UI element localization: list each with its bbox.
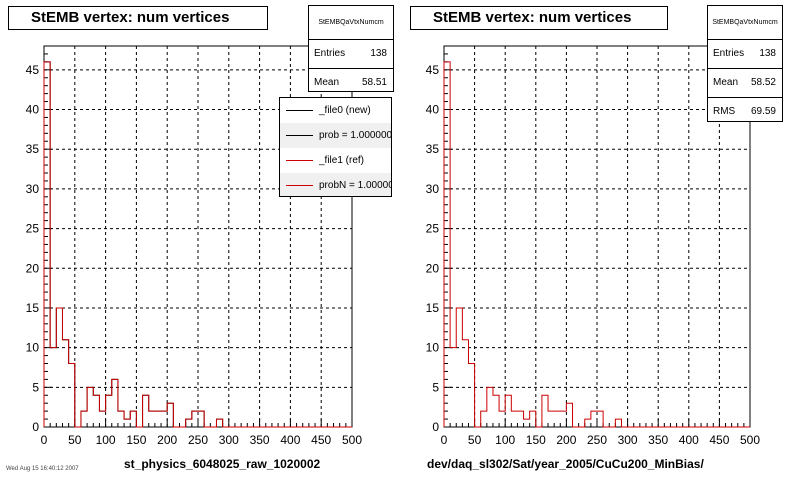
legend-item-file1: _file1 (ref) (280, 148, 391, 173)
x-tick-label: 50 (68, 433, 82, 447)
panel1-stats-mean: Mean 58.51 (309, 69, 393, 97)
x-tick-label: 200 (556, 433, 576, 447)
y-tick-label: 35 (426, 142, 440, 156)
x-tick-label: 200 (157, 433, 177, 447)
plot-frame (443, 45, 751, 428)
y-tick-label: 15 (426, 301, 440, 315)
x-tick-label: 450 (709, 433, 729, 447)
x-tick-label: 400 (679, 433, 699, 447)
legend-line-red (286, 185, 313, 186)
stat-label: Entries (713, 48, 745, 59)
legend-line-red (286, 160, 313, 161)
y-tick-label: 35 (26, 142, 40, 156)
x-tick-label: 350 (648, 433, 668, 447)
x-tick-label: 50 (468, 433, 482, 447)
y-tick-label: 0 (32, 420, 39, 434)
legend-label: prob = 1.000000 (319, 130, 392, 141)
histogram-1: 0 50 100 150 200 250 300 350 400 450 500 0 5 10 15 20 25… (26, 45, 362, 447)
panel2-stats-box: StEMBQaVtxNumcm Entries 138 Mean 58.52 R… (707, 5, 783, 122)
x-tick-label: 0 (41, 433, 48, 447)
panel2-stats-entries: Entries 138 (708, 40, 782, 69)
stat-value: 58.51 (361, 77, 387, 88)
legend-line-black (286, 110, 313, 111)
x-tick-label: 150 (526, 433, 546, 447)
panel2-title: StEMB vertex: num vertices (410, 6, 668, 30)
legend-item-probN: probN = 1.000000 (280, 173, 392, 196)
legend-item-file0: _file0 (new) (280, 98, 391, 123)
panel2-stats-mean: Mean 58.52 (708, 69, 782, 98)
legend-line-black (286, 135, 313, 136)
legend-label: _file1 (ref) (319, 155, 365, 166)
stat-value: 69.59 (750, 106, 776, 117)
y-tick-label: 40 (26, 103, 40, 117)
x-tick-label: 350 (250, 433, 270, 447)
y-tick-label: 0 (432, 420, 439, 434)
x-tick-label: 500 (342, 433, 362, 447)
stat-label: Entries (314, 48, 346, 59)
x-tick-label: 300 (618, 433, 638, 447)
y-tick-label: 10 (26, 341, 40, 355)
y-tick-label: 25 (26, 222, 40, 236)
panel1-x-file-label: st_physics_6048025_raw_1020002 (124, 457, 321, 471)
panel1-legend: _file0 (new) prob = 1.000000 _file1 (ref… (279, 97, 392, 197)
x-tick-label: 250 (188, 433, 208, 447)
histogram-series-line (443, 61, 750, 428)
legend-label: _file0 (new) (319, 105, 371, 116)
y-tick-label: 20 (26, 261, 40, 275)
x-tick-label: 300 (219, 433, 239, 447)
stat-label: Mean (713, 77, 739, 88)
y-tick-label: 5 (32, 380, 39, 394)
panel2-stats-name: StEMBQaVtxNumcm (708, 6, 782, 40)
histogram-2: 0 50 100 150 200 250 300 350 400 450 500 0 5 10 15 20 25… (426, 45, 760, 447)
panel1-stats-box: StEMBQaVtxNumcm Entries 138 Mean 58.51 (308, 5, 394, 92)
y-tick-label: 15 (26, 301, 40, 315)
x-tick-label: 100 (495, 433, 515, 447)
stat-label: RMS (713, 106, 736, 117)
x-tick-label: 100 (96, 433, 116, 447)
x-tick-label: 0 (441, 433, 448, 447)
y-tick-label: 5 (432, 380, 439, 394)
x-tick-label: 450 (311, 433, 331, 447)
stat-value: 138 (370, 48, 387, 59)
legend-label: probN = 1.000000 (319, 180, 392, 191)
x-tick-label: 250 (587, 433, 607, 447)
histogram-series-line (43, 61, 352, 428)
panel1-stats-entries: Entries 138 (309, 40, 393, 69)
y-tick-label: 30 (426, 182, 440, 196)
x-tick-label: 150 (126, 433, 146, 447)
x-tick-label: 400 (280, 433, 300, 447)
y-tick-label: 25 (426, 222, 440, 236)
y-tick-label: 10 (426, 341, 440, 355)
legend-item-prob: prob = 1.000000 (280, 123, 391, 148)
stat-value: 138 (759, 48, 776, 59)
panel1-title: StEMB vertex: num vertices (8, 6, 268, 30)
stat-value: 58.52 (750, 77, 776, 88)
y-tick-label: 45 (426, 63, 440, 77)
timestamp: Wed Aug 15 16:40:12 2007 (6, 466, 79, 472)
panel2-stats-rms: RMS 69.59 (708, 98, 782, 126)
y-tick-label: 20 (426, 261, 440, 275)
y-tick-label: 45 (26, 63, 40, 77)
panel1-stats-name: StEMBQaVtxNumcm (309, 6, 393, 40)
stat-label: Mean (314, 77, 340, 88)
y-tick-label: 40 (426, 103, 440, 117)
y-tick-label: 30 (26, 182, 40, 196)
x-tick-label: 500 (740, 433, 760, 447)
panel2-x-file-label: dev/daq_sl302/Sat/year_2005/CuCu200_MinB… (427, 457, 704, 471)
